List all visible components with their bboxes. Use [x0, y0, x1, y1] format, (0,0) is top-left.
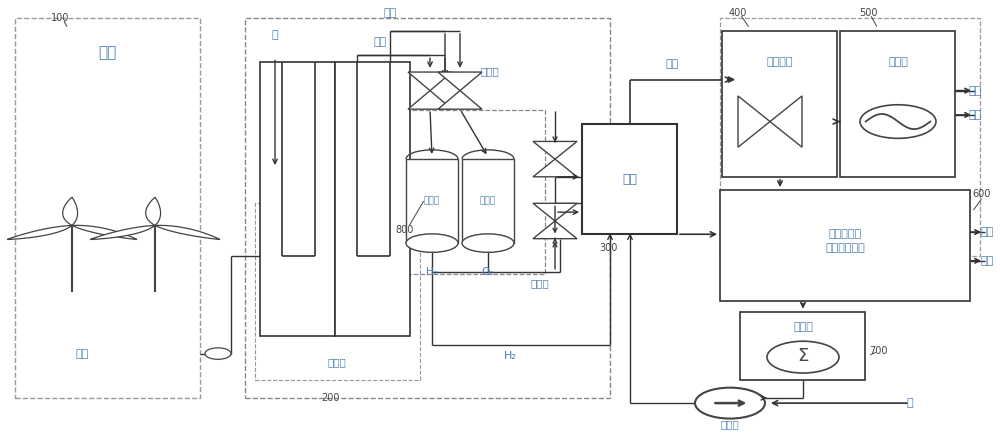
Polygon shape [90, 225, 155, 240]
Text: 100: 100 [51, 13, 69, 23]
Text: 蒸汽轮机: 蒸汽轮机 [767, 57, 793, 67]
Bar [245, 18, 610, 398]
Polygon shape [533, 141, 577, 159]
Text: 发电机: 发电机 [888, 57, 908, 67]
Text: 蒸汽: 蒸汽 [665, 59, 679, 69]
Polygon shape [63, 197, 78, 225]
Bar [15, 18, 200, 398]
Text: 氧气: 氧气 [383, 8, 397, 18]
Text: 电能: 电能 [75, 349, 89, 358]
Polygon shape [438, 72, 482, 91]
Bar [400, 110, 545, 274]
Text: 供热: 供热 [980, 227, 994, 237]
Text: 储氧罐: 储氧罐 [480, 197, 496, 206]
Polygon shape [72, 225, 137, 240]
Text: O₂: O₂ [482, 267, 494, 277]
Text: 氢气: 氢气 [373, 37, 387, 47]
Text: 蒸汽: 蒸汽 [968, 110, 982, 120]
Text: 电能: 电能 [968, 86, 982, 95]
Text: 水: 水 [907, 398, 913, 408]
Polygon shape [408, 72, 452, 91]
Bar [260, 62, 335, 336]
Text: 200: 200 [321, 393, 339, 403]
Bar [462, 159, 514, 243]
Text: 300: 300 [599, 243, 617, 252]
Polygon shape [770, 96, 802, 147]
Text: 水: 水 [272, 30, 278, 40]
Text: 700: 700 [869, 347, 887, 356]
Circle shape [767, 341, 839, 373]
Bar [720, 18, 980, 256]
Bar [722, 31, 837, 177]
Text: 400: 400 [729, 8, 747, 18]
Text: 500: 500 [859, 8, 877, 18]
Text: 600: 600 [973, 190, 991, 199]
Polygon shape [438, 91, 482, 109]
Text: 压缩机: 压缩机 [531, 278, 549, 288]
Bar [840, 31, 955, 177]
Text: 给水泵: 给水泵 [721, 419, 739, 429]
Polygon shape [146, 197, 161, 225]
Bar [720, 190, 970, 301]
Polygon shape [155, 225, 220, 240]
Text: 冷凝器: 冷凝器 [793, 322, 813, 332]
Text: Σ: Σ [797, 347, 809, 365]
Bar [335, 62, 410, 336]
Bar [582, 124, 677, 234]
Polygon shape [7, 225, 72, 240]
Polygon shape [533, 159, 577, 177]
Circle shape [695, 388, 765, 419]
Polygon shape [533, 203, 577, 221]
Text: 储氢罐: 储氢罐 [424, 197, 440, 206]
Circle shape [860, 105, 936, 138]
Polygon shape [408, 91, 452, 109]
Bar [255, 203, 420, 380]
Text: 800: 800 [396, 225, 414, 235]
Ellipse shape [406, 234, 458, 252]
Polygon shape [533, 221, 577, 239]
Polygon shape [738, 96, 770, 147]
Bar [740, 312, 865, 380]
Text: H₂: H₂ [426, 267, 438, 277]
Ellipse shape [462, 234, 514, 252]
Text: H₂: H₂ [504, 351, 516, 361]
Text: 锅炉: 锅炉 [622, 172, 638, 186]
Bar [406, 159, 458, 243]
Text: 电解槽: 电解槽 [328, 358, 346, 367]
Text: 压缩机: 压缩机 [481, 66, 499, 76]
Text: 蒸汽热水器
吸收式制冷机: 蒸汽热水器 吸收式制冷机 [825, 229, 865, 253]
Text: 供冷: 供冷 [980, 256, 994, 266]
Text: 风能: 风能 [98, 46, 117, 61]
Circle shape [205, 348, 231, 359]
